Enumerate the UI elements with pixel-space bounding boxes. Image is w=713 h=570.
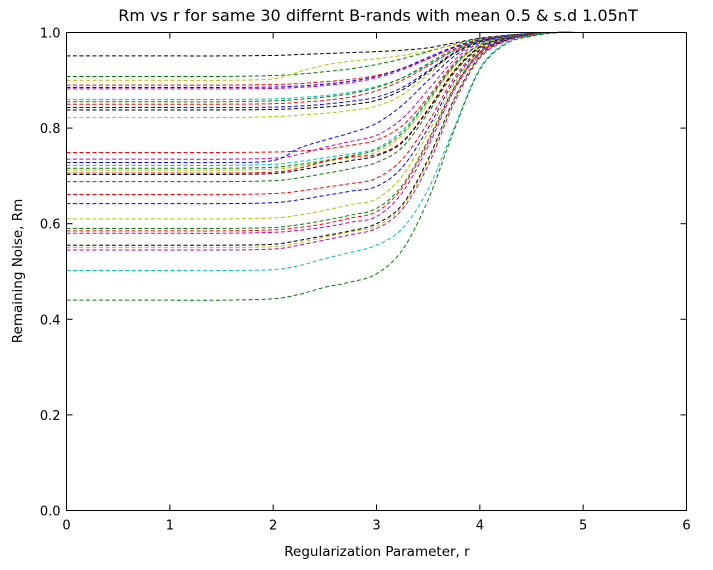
series-line-29 — [66, 31, 687, 249]
x-axis-ticks: 0 1 2 3 4 5 6 — [62, 32, 691, 534]
chart-title: Rm vs r for same 30 differnt B-rands wit… — [118, 6, 638, 25]
x-axis-label: Regularization Parameter, r — [284, 544, 470, 560]
x-tick-label-3: 3 — [372, 519, 380, 534]
series-line-9 — [66, 31, 687, 105]
series-line-14 — [66, 31, 687, 160]
x-tick-label-1: 1 — [166, 519, 174, 534]
series-line-2 — [66, 31, 687, 78]
series-line-18 — [66, 31, 687, 171]
y-tick-label-1.0: 1.0 — [40, 27, 61, 42]
series-line-24 — [66, 31, 687, 220]
series-line-16 — [66, 31, 687, 166]
series-line-17 — [66, 31, 687, 169]
series-line-15 — [66, 31, 687, 164]
series-line-11 — [66, 31, 687, 111]
y-axis-label: Remaining Noise, Rm — [10, 199, 26, 344]
series-line-25 — [66, 31, 687, 230]
x-tick-label-6: 6 — [682, 519, 690, 534]
y-tick-label-0.0: 0.0 — [40, 505, 61, 520]
series-line-30 — [66, 31, 687, 251]
series-line-31 — [66, 31, 687, 272]
y-tick-label-0.2: 0.2 — [40, 409, 61, 424]
series-line-5 — [66, 31, 687, 89]
series-line-32 — [66, 31, 687, 301]
series-line-26 — [66, 31, 687, 232]
series-lines — [66, 31, 687, 301]
series-line-12 — [66, 31, 687, 119]
series-line-21 — [66, 31, 687, 183]
x-tick-label-4: 4 — [476, 519, 484, 534]
series-line-28 — [66, 31, 687, 246]
series-line-13 — [66, 31, 687, 154]
x-tick-label-0: 0 — [62, 519, 70, 534]
y-tick-label-0.8: 0.8 — [40, 122, 61, 137]
y-tick-label-0.6: 0.6 — [40, 218, 61, 233]
y-axis-ticks: 0.0 0.2 0.4 0.6 0.8 1.0 — [40, 27, 687, 520]
series-line-20 — [66, 31, 687, 176]
series-line-10 — [66, 31, 687, 109]
x-tick-label-5: 5 — [579, 519, 587, 534]
series-line-8 — [66, 31, 687, 103]
y-tick-label-0.4: 0.4 — [40, 313, 61, 328]
x-tick-label-2: 2 — [269, 519, 277, 534]
